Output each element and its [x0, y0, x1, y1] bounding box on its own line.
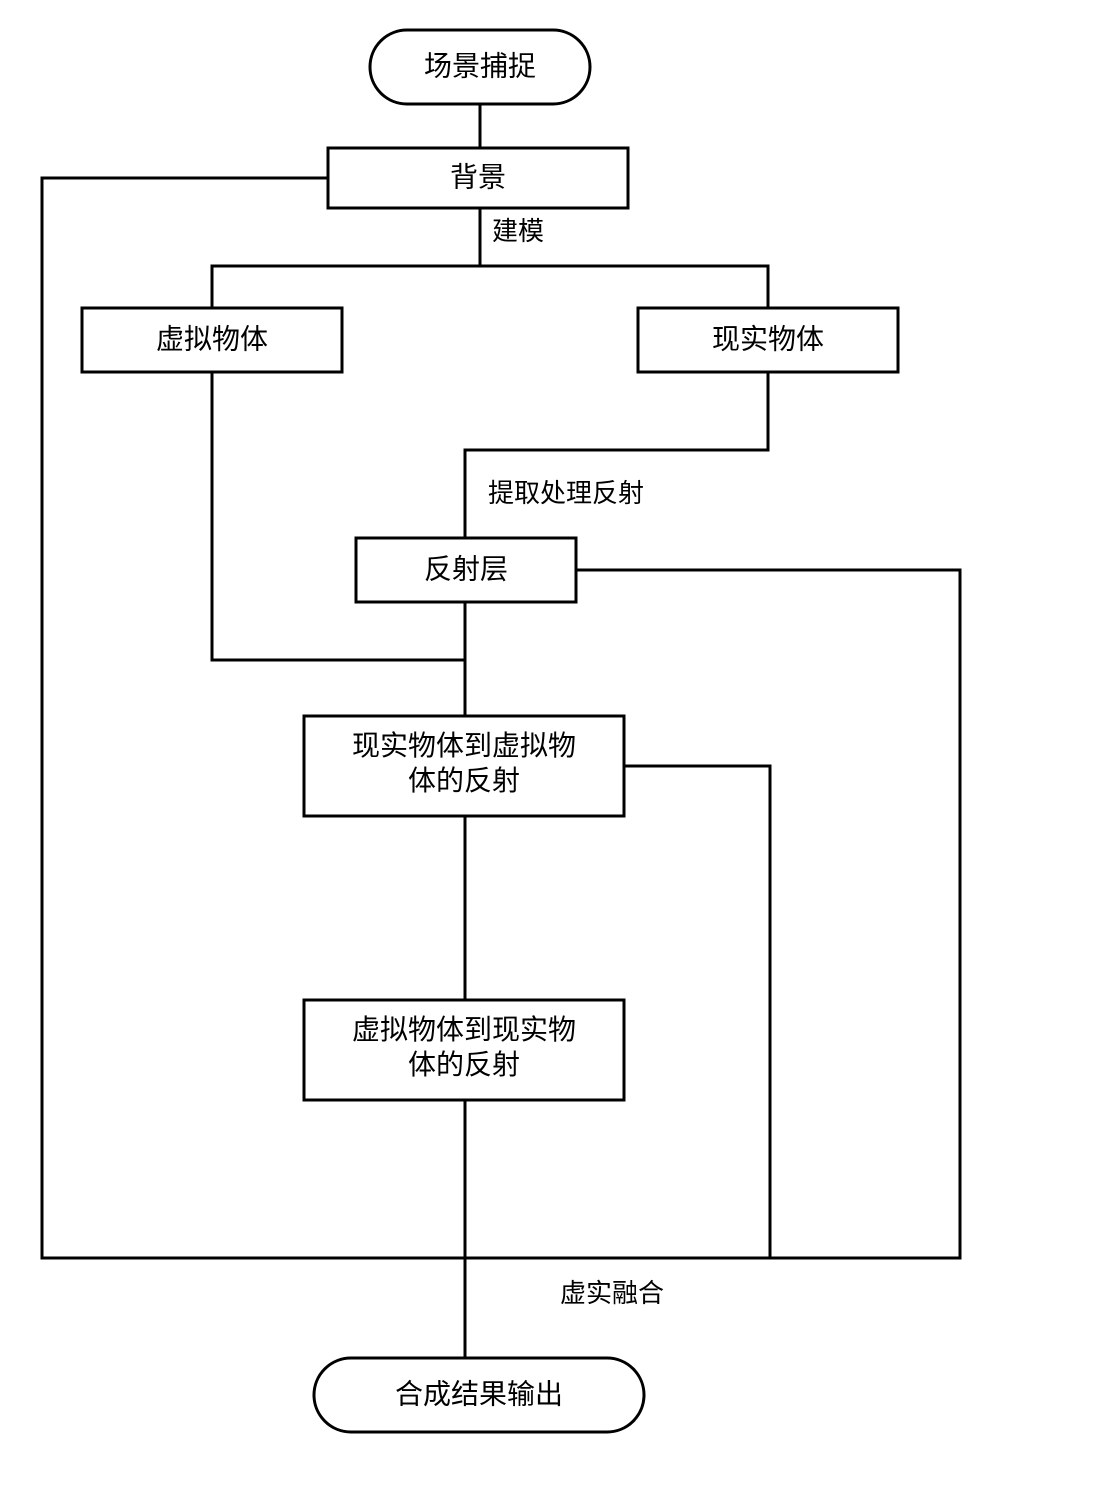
- node-v2r-line1: 体的反射: [408, 1049, 520, 1081]
- node-bg-label: 背景: [450, 161, 506, 193]
- node-bg: 背景: [328, 148, 628, 208]
- node-out: 合成结果输出: [314, 1358, 644, 1432]
- node-out-label: 合成结果输出: [395, 1378, 563, 1410]
- node-r2v-line1: 体的反射: [408, 765, 520, 797]
- node-start-label: 场景捕捉: [424, 50, 536, 82]
- node-reflayer-label: 反射层: [424, 553, 508, 585]
- edge-label-fuse: 虚实融合: [560, 1279, 664, 1308]
- node-robj: 现实物体: [638, 308, 898, 372]
- node-r2v: 现实物体到虚拟物体的反射: [304, 716, 624, 816]
- node-reflayer: 反射层: [356, 538, 576, 602]
- node-v2r-line0: 虚拟物体到现实物: [352, 1014, 576, 1046]
- node-v2r: 虚拟物体到现实物体的反射: [304, 1000, 624, 1100]
- edge-label-extract: 提取处理反射: [488, 479, 644, 508]
- node-robj-label: 现实物体: [712, 323, 824, 355]
- node-vobj: 虚拟物体: [82, 308, 342, 372]
- node-start: 场景捕捉: [370, 30, 590, 104]
- flowchart-canvas: 场景捕捉背景虚拟物体现实物体反射层现实物体到虚拟物体的反射虚拟物体到现实物体的反…: [0, 0, 1097, 1495]
- edge-label-modeling: 建模: [492, 217, 544, 246]
- node-r2v-line0: 现实物体到虚拟物: [352, 730, 576, 762]
- node-vobj-label: 虚拟物体: [156, 323, 268, 355]
